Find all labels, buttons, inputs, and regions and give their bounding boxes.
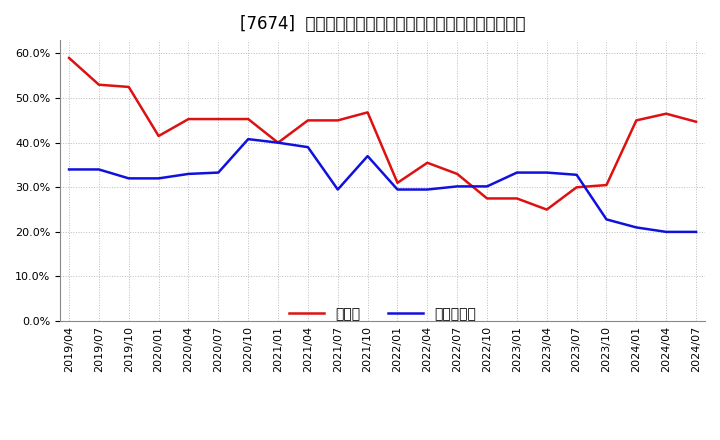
現頃金	[572, 185, 581, 190]
有利子負債	[214, 170, 222, 175]
現頃金	[632, 118, 641, 123]
現頃金	[542, 207, 551, 212]
有利子負債	[364, 154, 372, 159]
有利子負債	[662, 229, 670, 235]
有利子負債	[125, 176, 133, 181]
有利子負債	[692, 229, 701, 235]
有利子負債	[542, 170, 551, 175]
現頃金	[214, 117, 222, 122]
有利子負債	[274, 140, 282, 145]
有利子負債	[244, 136, 253, 142]
Title: [7674]  現頃金、有利子負債の総資産に対する比率の推移: [7674] 現頃金、有利子負債の総資産に対する比率の推移	[240, 15, 526, 33]
有利子負債	[482, 184, 491, 189]
現頃金	[154, 133, 163, 139]
現頃金	[274, 140, 282, 145]
有利子負債	[333, 187, 342, 192]
有利子負債	[65, 167, 73, 172]
有利子負債	[423, 187, 432, 192]
現頃金	[125, 84, 133, 90]
現頃金	[393, 180, 402, 186]
Legend: 現頃金, 有利子負債: 現頃金, 有利子負債	[284, 301, 482, 327]
現頃金	[94, 82, 103, 88]
現頃金	[65, 55, 73, 61]
現頃金	[602, 183, 611, 188]
現頃金	[333, 118, 342, 123]
現頃金	[513, 196, 521, 201]
有利子負債	[453, 184, 462, 189]
Line: 有利子負債: 有利子負債	[69, 139, 696, 232]
有利子負債	[94, 167, 103, 172]
現頃金	[244, 117, 253, 122]
Line: 現頃金: 現頃金	[69, 58, 696, 209]
有利子負債	[304, 144, 312, 150]
有利子負債	[602, 217, 611, 222]
現頃金	[423, 160, 432, 165]
現頃金	[482, 196, 491, 201]
有利子負債	[154, 176, 163, 181]
有利子負債	[393, 187, 402, 192]
現頃金	[304, 118, 312, 123]
有利子負債	[513, 170, 521, 175]
有利子負債	[184, 171, 193, 176]
現頃金	[184, 117, 193, 122]
現頃金	[662, 111, 670, 116]
有利子負債	[632, 225, 641, 230]
現頃金	[364, 110, 372, 115]
現頃金	[692, 119, 701, 125]
現頃金	[453, 171, 462, 176]
有利子負債	[572, 172, 581, 177]
